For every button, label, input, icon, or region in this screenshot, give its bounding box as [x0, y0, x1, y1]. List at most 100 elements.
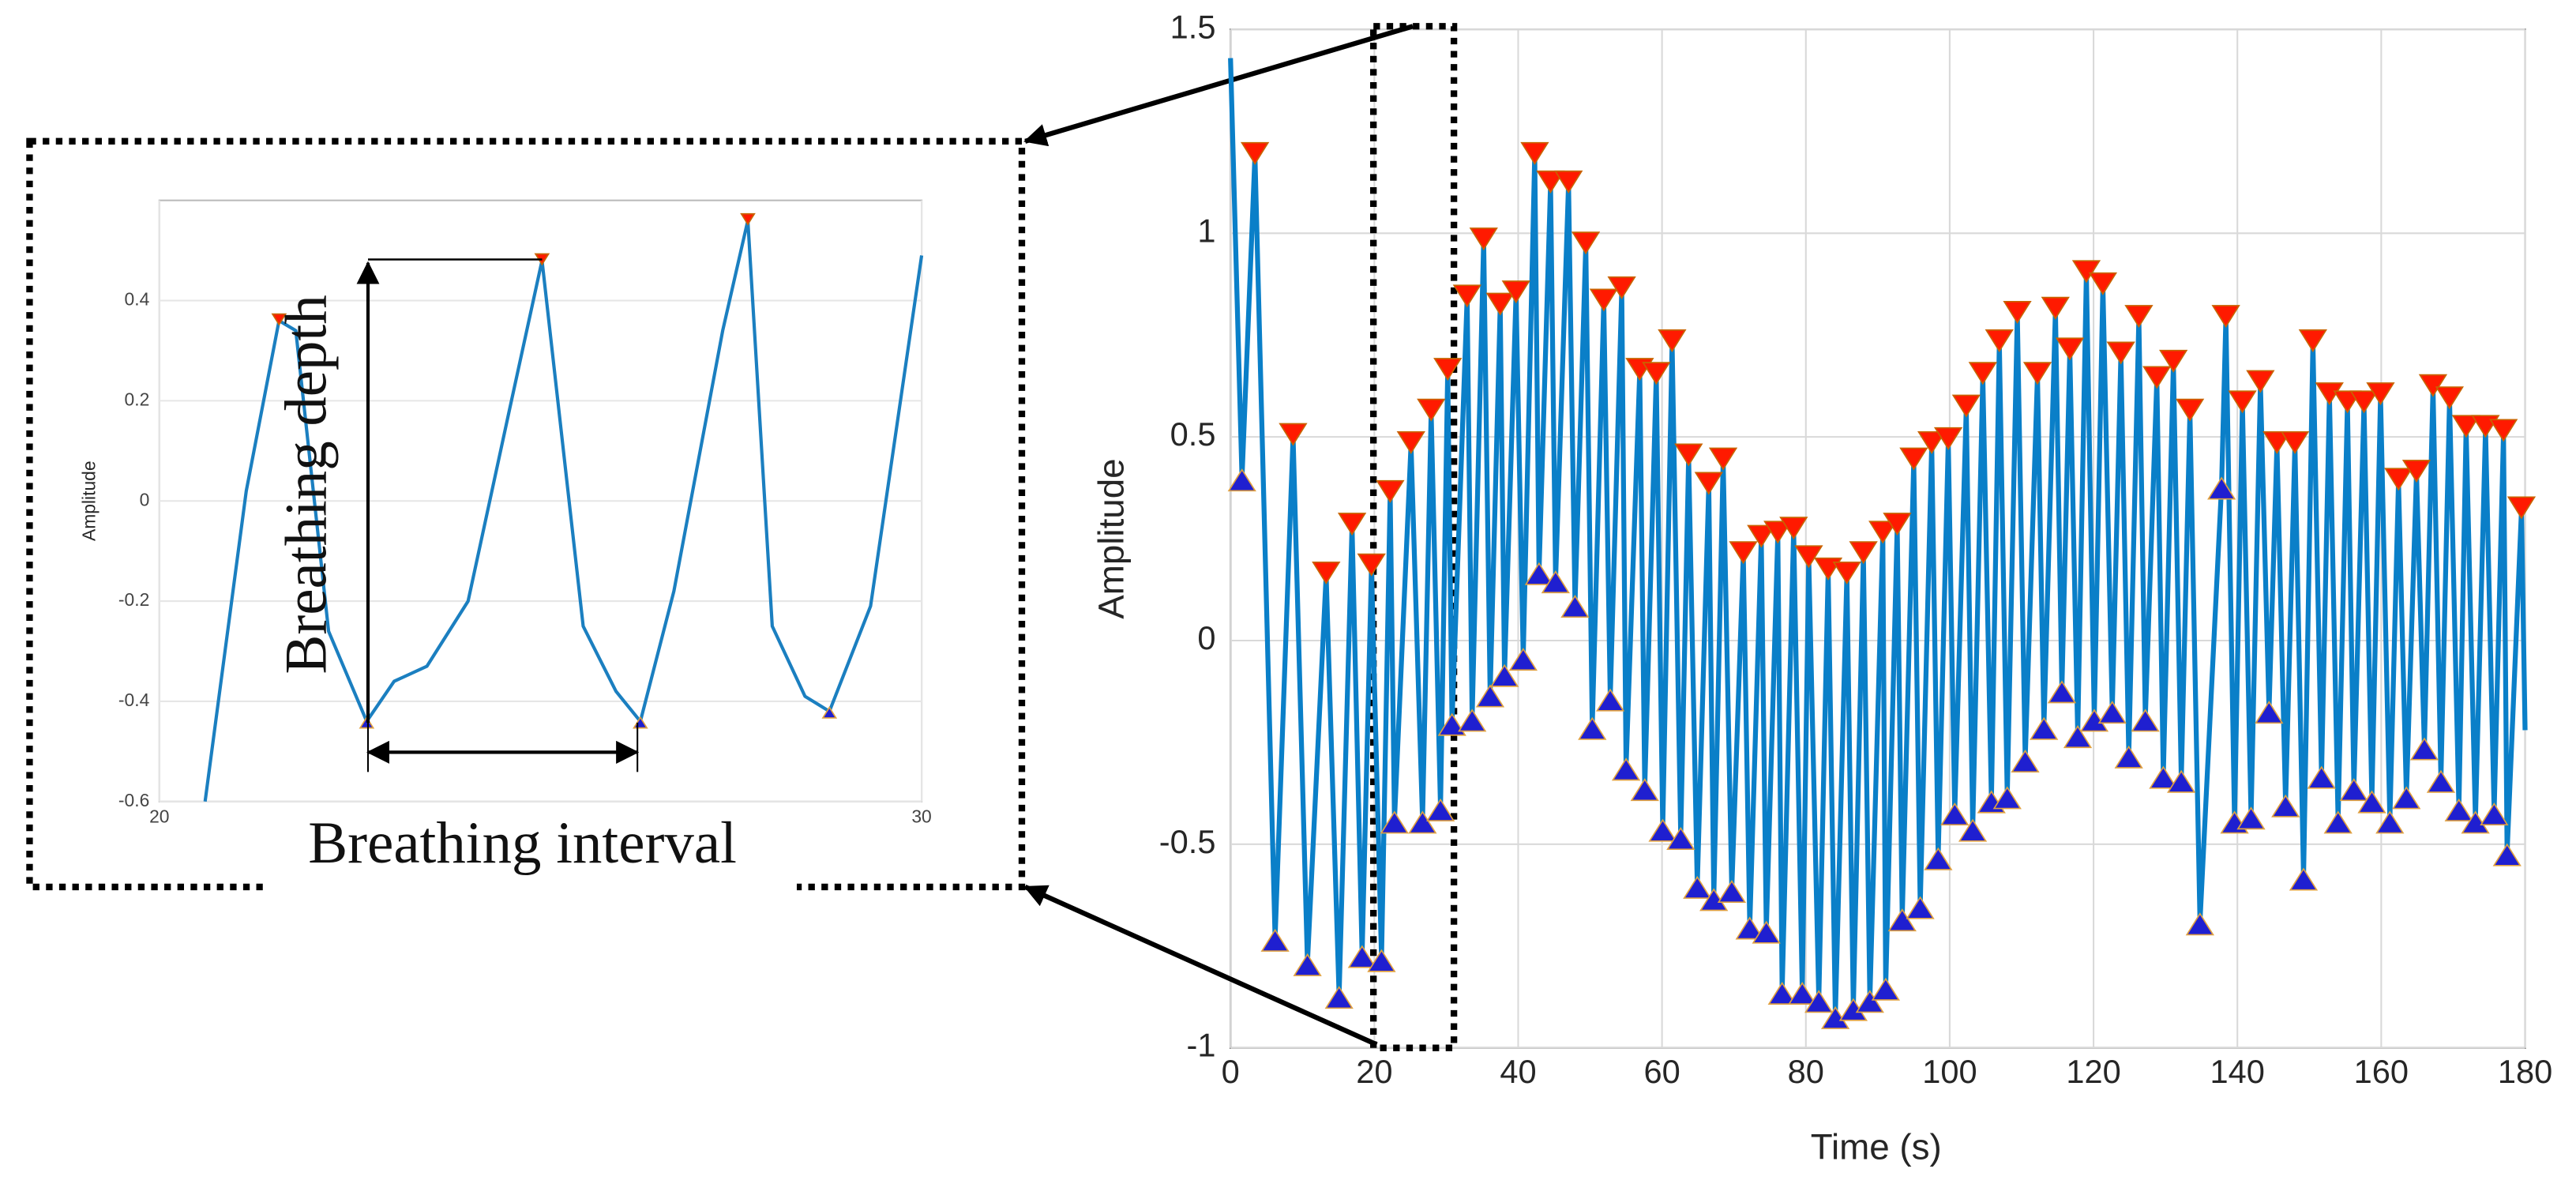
peak-marker: [2041, 296, 2070, 320]
peak-marker: [1694, 472, 1723, 495]
peak-marker: [1968, 362, 1997, 385]
trough-marker: [2236, 806, 2266, 830]
trough-marker: [2339, 778, 2368, 802]
trough-marker: [1227, 468, 1256, 492]
trough-marker: [2255, 701, 2284, 724]
peak-marker: [2280, 430, 2310, 454]
zoom-region: [1370, 23, 1458, 1051]
trough-marker: [2289, 867, 2319, 891]
peak-marker: [1571, 231, 1601, 255]
trough-marker: [1508, 648, 1538, 671]
peak-marker: [1708, 447, 1738, 471]
peak-marker: [1312, 562, 1341, 585]
peak-marker: [1849, 541, 1878, 565]
trough-marker: [2323, 810, 2353, 834]
trough-marker: [1458, 708, 1487, 732]
trough-marker: [2149, 765, 2178, 789]
trough-marker: [1595, 688, 1625, 712]
x-tick-label: 20: [1356, 1053, 1392, 1090]
trough-marker: [1630, 778, 1659, 802]
trough-marker: [1958, 818, 1988, 842]
peak-marker: [2071, 260, 2101, 284]
inset-y-axis-label: Amplitude: [78, 460, 99, 541]
trough-marker: [2167, 769, 2196, 793]
peak-marker: [2418, 374, 2448, 397]
peak-marker: [2022, 362, 2052, 385]
peak-marker: [1469, 227, 1498, 251]
trough-marker: [1788, 981, 1817, 1005]
trough-marker: [1924, 847, 1953, 870]
trough-marker: [2097, 701, 2127, 724]
trough-marker: [1490, 663, 1519, 687]
peak-marker: [1933, 427, 1963, 450]
peak-marker: [2451, 415, 2480, 438]
trough-marker: [1347, 945, 1376, 968]
peak-marker: [2349, 390, 2379, 414]
peak-marker: [1589, 288, 1619, 312]
trough-marker: [2271, 794, 2300, 818]
peak-marker: [2003, 300, 2032, 324]
y-tick-label: 0: [140, 489, 150, 509]
trough-marker: [2011, 749, 2040, 773]
trough-marker: [1767, 981, 1797, 1005]
peak-marker: [1337, 513, 1367, 536]
peak-marker: [1433, 358, 1463, 382]
trough-marker: [1804, 990, 1834, 1013]
trough-marker: [1648, 818, 1677, 842]
x-tick-label: 100: [1922, 1053, 1977, 1090]
y-tick-label: 0: [1197, 619, 1215, 656]
trough-marker: [2063, 725, 2093, 749]
trough-marker: [2131, 708, 2160, 732]
trough-marker: [2185, 912, 2214, 936]
trough-marker: [2409, 737, 2439, 761]
x-tick-label: 0: [1222, 1053, 1240, 1090]
peak-marker: [2384, 468, 2413, 491]
trough-marker: [1260, 928, 1290, 952]
trough-marker: [1380, 810, 1409, 834]
peak-marker: [2159, 349, 2188, 373]
trough-marker: [2207, 476, 2236, 500]
peak-marker: [1985, 329, 2014, 353]
y-tick-label: -0.6: [118, 790, 149, 810]
peak-marker: [271, 313, 287, 326]
x-tick-label: 140: [2210, 1053, 2265, 1090]
trough-marker: [2426, 769, 2456, 793]
trough-marker: [1887, 908, 1917, 932]
peak-marker: [2142, 366, 2172, 389]
trough-marker: [1683, 875, 1712, 899]
peak-marker: [1396, 430, 1425, 454]
peak-marker: [1917, 430, 1947, 454]
trough-marker: [1717, 880, 1747, 904]
trough-marker: [1752, 920, 1781, 944]
peak-marker: [2106, 341, 2135, 365]
trough-marker: [1578, 716, 1607, 740]
peak-marker: [2124, 305, 2154, 329]
trough-marker: [821, 706, 838, 719]
peak-marker: [1417, 398, 1446, 422]
trough-marker: [1906, 896, 1935, 919]
x-tick-label: 60: [1643, 1053, 1680, 1090]
x-tick-label: 40: [1500, 1053, 1536, 1090]
zoom-arrow: [1023, 24, 1414, 147]
peak-marker: [1607, 276, 1636, 300]
trough-marker: [1992, 786, 2022, 810]
x-tick-label: 120: [2066, 1053, 2120, 1090]
trough-marker: [1324, 986, 1354, 1009]
peak-marker: [1868, 521, 1898, 544]
y-tick-label: 0.2: [125, 389, 150, 409]
label-backdrop: [262, 804, 797, 904]
peak-marker: [1674, 443, 1703, 467]
peak-marker: [1642, 362, 1671, 385]
trough-marker: [1666, 826, 1695, 850]
y-tick-label: -0.5: [1159, 823, 1216, 860]
trough-marker: [2114, 745, 2143, 769]
trough-marker: [1425, 798, 1455, 821]
trough-marker: [1475, 684, 1505, 708]
trough-marker: [1940, 802, 1970, 826]
peak-marker: [2055, 337, 2085, 361]
peak-marker: [1832, 562, 1861, 585]
peak-marker: [1883, 513, 1912, 536]
trough-marker: [2392, 786, 2421, 810]
peak-marker: [1376, 479, 1405, 503]
x-tick-label: 80: [1788, 1053, 1824, 1090]
